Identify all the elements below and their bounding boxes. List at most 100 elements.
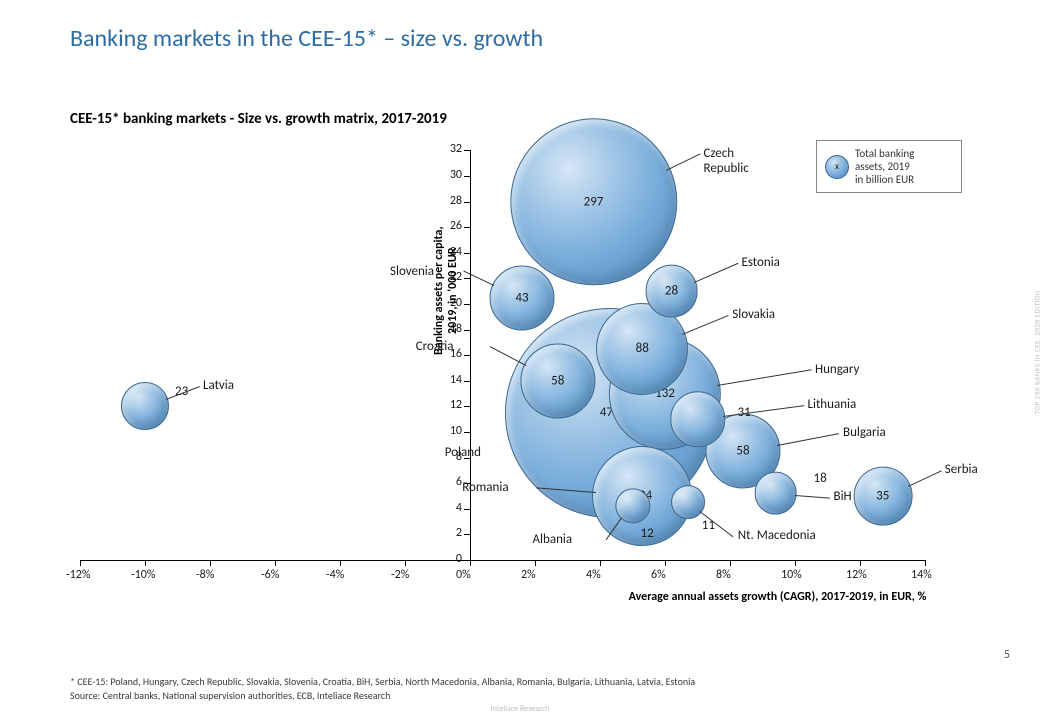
bubble-name-label: Nt. Macedonia [738, 528, 816, 543]
leader-line [723, 405, 804, 417]
legend-text: Total banking assets, 2019 in billion EU… [855, 147, 914, 186]
y-tick [464, 202, 470, 203]
x-tick [730, 560, 731, 566]
leader-line [717, 370, 811, 387]
x-tick [340, 560, 341, 566]
x-tick [535, 560, 536, 566]
y-tick [464, 381, 470, 382]
y-tick [464, 432, 470, 433]
bubble-value-label: 18 [814, 471, 827, 486]
legend-line2: assets, 2019 [855, 160, 914, 173]
y-tick-label: 4 [438, 501, 462, 515]
x-tick-label: 6% [651, 568, 666, 582]
y-tick [464, 355, 470, 356]
bubble-country [671, 485, 705, 519]
y-tick [464, 227, 470, 228]
side-watermark: TOP 200 BANKS IN CEE, 2020 EDITION [1032, 290, 1040, 414]
y-axis-label: Banking assets per capita,2019, in '000 … [432, 227, 460, 356]
x-tick [145, 560, 146, 566]
x-tick-label: -2% [391, 568, 409, 582]
x-tick-label: 10% [781, 568, 802, 582]
bubble-country: 297 [510, 118, 677, 285]
x-tick-label: 2% [521, 568, 536, 582]
y-tick-label: 6 [438, 475, 462, 489]
bubble-name-label: Croatia [416, 339, 454, 354]
y-tick-label: 0 [438, 552, 462, 566]
bottom-watermark: Inteliace Research [491, 704, 550, 714]
y-tick-label: 28 [438, 194, 462, 208]
leader-line [682, 315, 728, 335]
x-tick [795, 560, 796, 566]
leader-line [666, 154, 700, 171]
y-tick-label: 32 [438, 142, 462, 156]
x-tick-label: 4% [586, 568, 601, 582]
x-axis-label: Average annual assets growth (CAGR), 201… [568, 590, 988, 604]
y-tick [464, 534, 470, 535]
x-tick-label: -4% [326, 568, 344, 582]
y-tick-label: 30 [438, 168, 462, 182]
x-tick [275, 560, 276, 566]
y-axis-line [470, 150, 471, 560]
bubble-name-label: CzechRepublic [704, 146, 749, 176]
x-tick [405, 560, 406, 566]
footnote-source: Source: Central banks, National supervis… [70, 689, 695, 703]
y-tick-label: 2 [438, 526, 462, 540]
bubble-name-label: Romania [462, 480, 508, 495]
y-tick [464, 509, 470, 510]
x-tick [210, 560, 211, 566]
x-tick [925, 560, 926, 566]
bubble-name-label: Poland [445, 445, 481, 460]
y-tick [464, 278, 470, 279]
chart-subtitle: CEE-15* banking markets - Size vs. growt… [70, 110, 447, 128]
legend-line1: Total banking [855, 147, 914, 160]
x-tick [80, 560, 81, 566]
leader-line [795, 495, 830, 499]
footnote-cee15: * CEE-15: Poland, Hungary, Czech Republi… [70, 675, 695, 689]
x-axis-line [80, 560, 925, 561]
bubble-country: 58 [520, 343, 595, 418]
leader-line [694, 263, 738, 283]
page-number: 5 [1004, 648, 1010, 662]
bubble-name-label: Albania [533, 532, 573, 547]
bubble-country: 35 [853, 467, 912, 526]
bubble-name-label: Bulgaria [843, 425, 886, 440]
x-tick-label: -10% [131, 568, 155, 582]
x-tick [860, 560, 861, 566]
bubble-country: 28 [645, 265, 698, 318]
legend: x Total banking assets, 2019 in billion … [816, 140, 962, 193]
x-tick-label: 8% [716, 568, 731, 582]
leader-line [908, 470, 942, 486]
y-tick [464, 253, 470, 254]
x-tick-label: -6% [261, 568, 279, 582]
plot-surface: -12%-10%-8%-6%-4%-2%0%2%4%6%8%10%12%14%0… [70, 140, 970, 580]
bubble-name-label: Estonia [742, 255, 780, 270]
y-tick-label: 14 [438, 373, 462, 387]
y-tick [464, 560, 470, 561]
x-tick-label: 14% [911, 568, 932, 582]
y-tick-label: 12 [438, 398, 462, 412]
y-tick [464, 406, 470, 407]
y-tick [464, 150, 470, 151]
y-tick [464, 176, 470, 177]
bubble-country: 43 [490, 265, 555, 330]
legend-bubble-icon: x [825, 155, 849, 179]
x-tick [600, 560, 601, 566]
bubble-country [121, 382, 169, 430]
bubble-name-label: Hungary [815, 362, 859, 377]
x-tick-label: 12% [846, 568, 867, 582]
leader-line [777, 433, 839, 446]
page-title: Banking markets in the CEE-15* – size vs… [70, 24, 543, 53]
x-tick [665, 560, 666, 566]
bubble-value-label: 12 [641, 526, 654, 541]
bubble-name-label: Slovenia [390, 264, 434, 279]
bubble-name-label: Latvia [203, 378, 234, 393]
x-tick-label: -12% [66, 568, 90, 582]
footnotes: * CEE-15: Poland, Hungary, Czech Republi… [70, 675, 695, 702]
y-tick [464, 304, 470, 305]
bubble-chart: -12%-10%-8%-6%-4%-2%0%2%4%6%8%10%12%14%0… [70, 140, 970, 580]
bubble-name-label: BiH [834, 489, 852, 504]
legend-line3: in billion EUR [855, 173, 914, 186]
y-tick-label: 10 [438, 424, 462, 438]
y-tick [464, 330, 470, 331]
bubble-name-label: Slovakia [732, 307, 775, 322]
